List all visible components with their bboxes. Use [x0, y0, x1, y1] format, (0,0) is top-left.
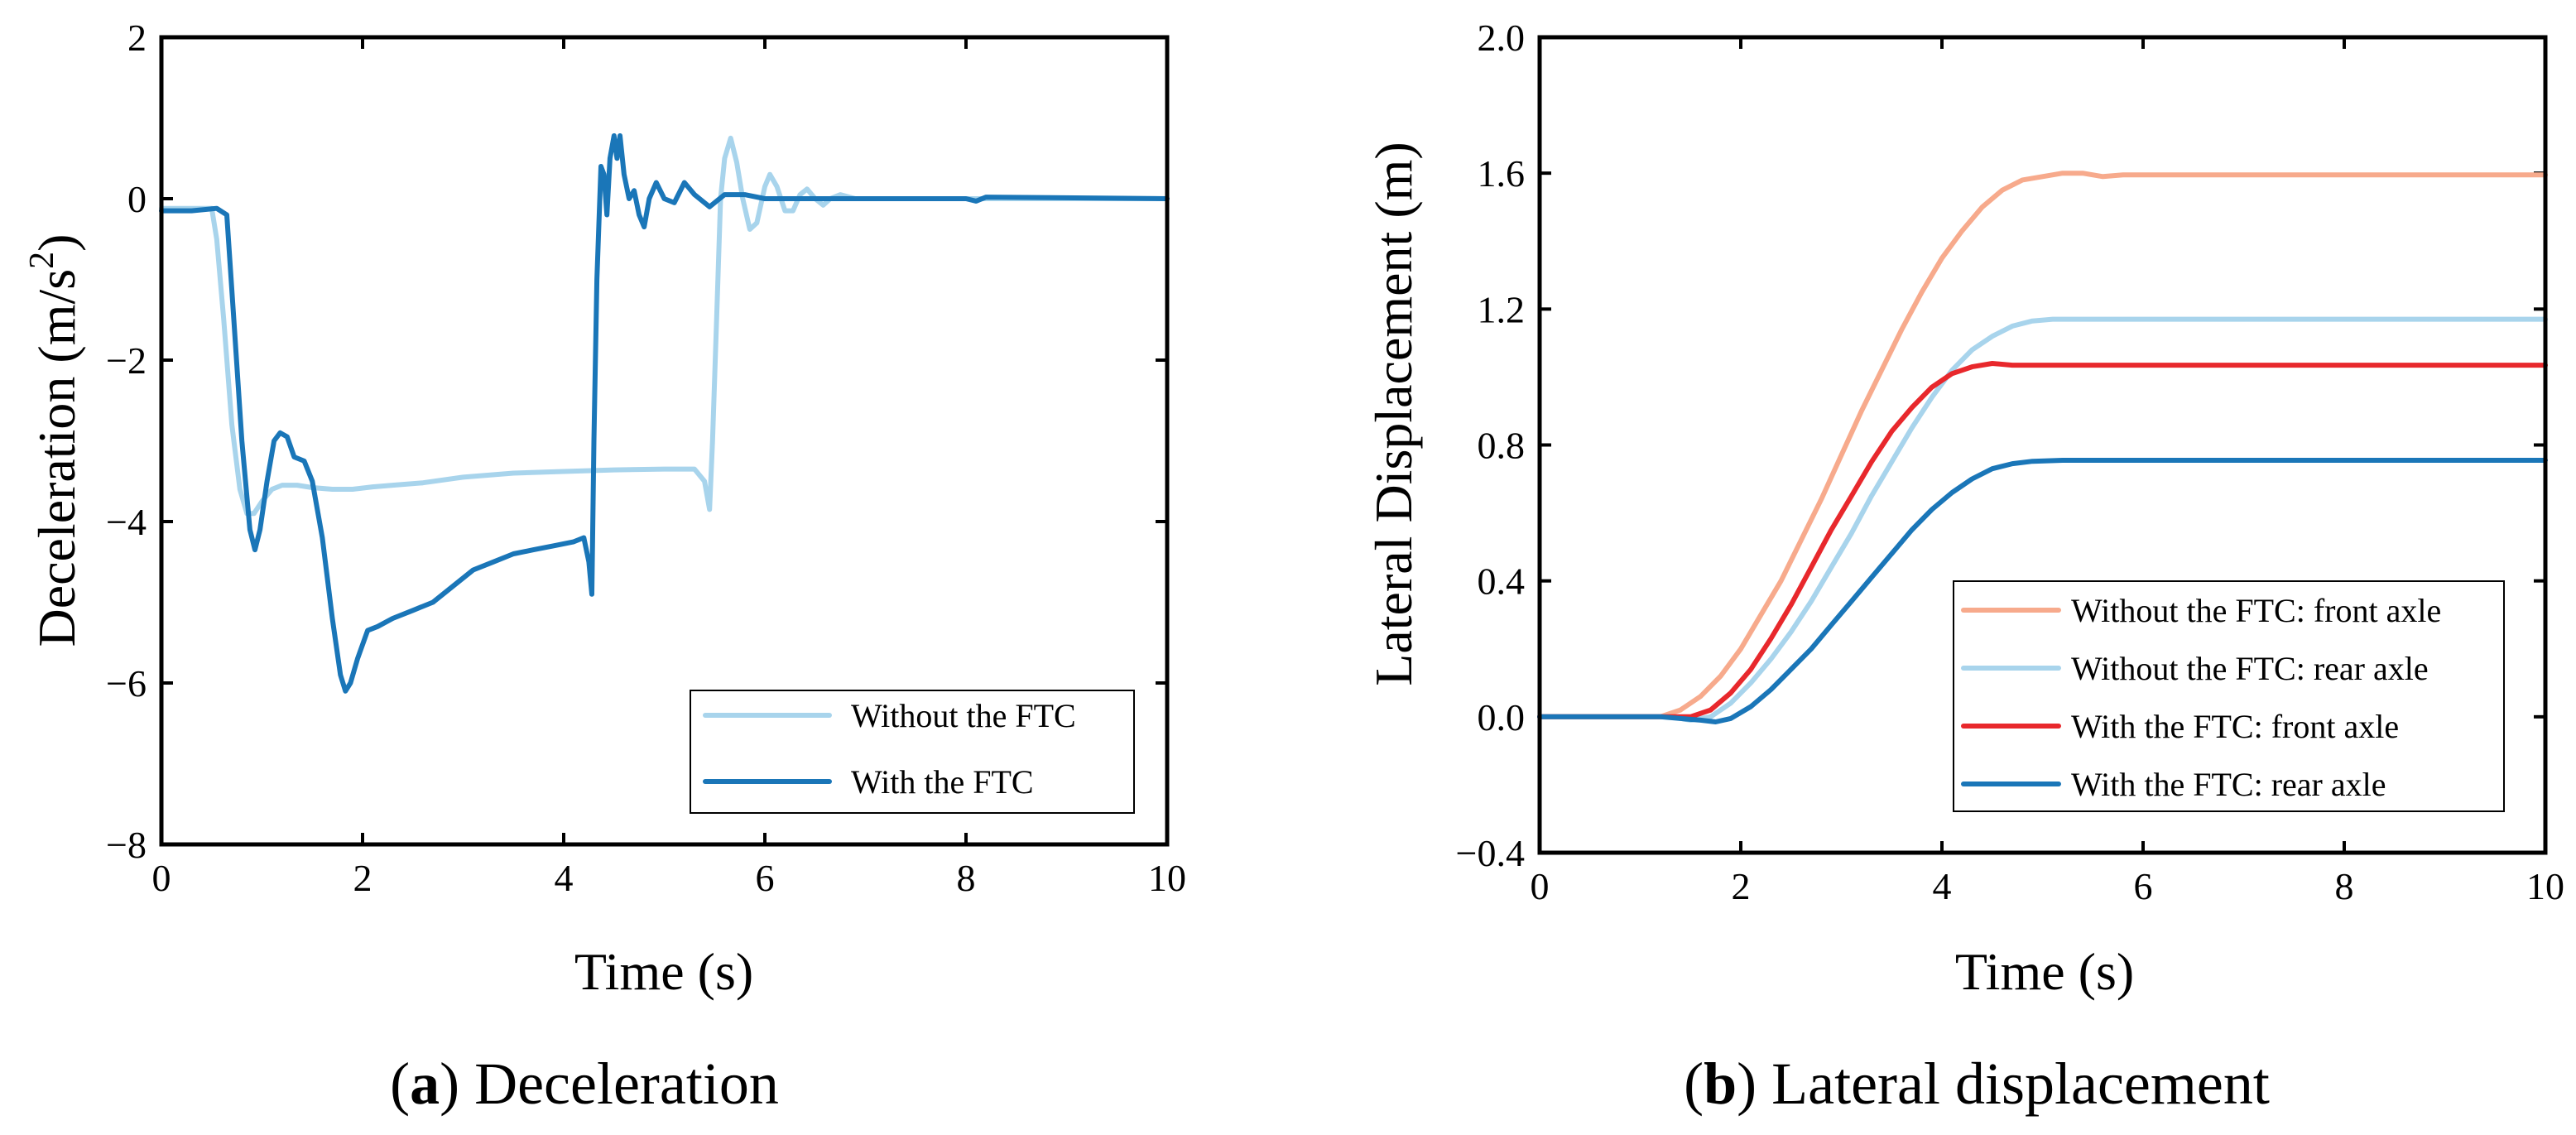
deceleration-y-tick-label: 2: [127, 17, 147, 59]
deceleration-y-tick-label: −6: [106, 662, 147, 705]
deceleration-y-axis-title: Deceleration (m/s2): [23, 234, 86, 647]
deceleration-caption: (a) Deceleration: [390, 1051, 779, 1117]
deceleration-caption-letter: a: [410, 1051, 440, 1117]
lateral-x-tick-label: 8: [2335, 865, 2354, 907]
lateral-series-line-without-the-ftc-rear-axle: [1537, 316, 2548, 723]
deceleration-x-tick-label: 8: [957, 857, 976, 899]
lateral-x-tick-label: 0: [1531, 865, 1550, 907]
deceleration-y-tick-label: −4: [106, 501, 147, 543]
deceleration-x-tick-label: 0: [152, 857, 171, 899]
deceleration-series-line-with-the-ftc: [159, 133, 1170, 694]
lateral-series-line-without-the-ftc-front-axle: [1537, 171, 2548, 719]
legend-label-without-ftc: Without the FTC: [851, 697, 1076, 734]
lateral-caption-open: (: [1684, 1051, 1704, 1117]
lateral-plot-frame: [1537, 35, 2548, 855]
legend-label-with-ftc-rear: With the FTC: rear axle: [2071, 766, 2386, 803]
deceleration-tick-labels: 0 2 4 6 8 10 −8 −6 −4 −2 0 2: [106, 17, 1186, 899]
lateral-x-tick-label: 4: [1933, 865, 1952, 907]
deceleration-x-tick-label: 6: [756, 857, 775, 899]
lateral-y-tick-label: 2.0: [1478, 17, 1526, 59]
lateral-y-tick-label: 1.2: [1478, 288, 1526, 330]
legend-label-without-ftc-rear: Without the FTC: rear axle: [2071, 650, 2429, 687]
deceleration-y-tick-label: −2: [106, 339, 147, 382]
deceleration-y-axis-title-close: ): [27, 234, 86, 252]
deceleration-legend-box: [690, 690, 1135, 814]
lateral-x-axis-title: Time (s): [1955, 942, 2134, 1001]
lateral-y-tick-label: −0.4: [1456, 832, 1525, 874]
lateral-tick-labels: 0 2 4 6 8 10 −0.4 0.0 0.4 0.8 1.2 1.6 2.0: [1456, 17, 2564, 907]
lateral-legend: Without the FTC: front axle Without the …: [1953, 580, 2505, 812]
lateral-legend-box: [1953, 580, 2505, 812]
lateral-y-tick-label: 0.0: [1478, 696, 1526, 738]
deceleration-caption-open: (: [390, 1051, 410, 1117]
deceleration-x-tick-label: 4: [555, 857, 574, 899]
lateral-y-tick-label: 0.8: [1478, 425, 1526, 467]
lateral-series-lines: [1537, 171, 2548, 724]
lateral-y-tick-label: 1.6: [1478, 152, 1526, 195]
lateral-y-tick-label: 0.4: [1478, 560, 1526, 603]
lateral-x-tick-label: 10: [2526, 865, 2564, 907]
lateral-x-tick-label: 6: [2134, 865, 2153, 907]
lateral-caption-text: Lateral displacement: [1771, 1051, 2270, 1117]
lateral-y-axis-title: Lateral Displacement (m): [1364, 142, 1423, 685]
deceleration-caption-close: ): [440, 1051, 474, 1117]
legend-label-without-ftc-front: Without the FTC: front axle: [2071, 592, 2441, 629]
deceleration-y-axis-title-main: Deceleration (m/s: [27, 269, 86, 647]
lateral-series-line-with-the-ftc-front-axle: [1537, 361, 2548, 719]
lateral-series-line-with-the-ftc-rear-axle: [1537, 458, 2548, 724]
deceleration-y-axis-title-sup: 2: [23, 252, 61, 269]
deceleration-y-tick-label: 0: [127, 178, 147, 220]
deceleration-legend: Without the FTC With the FTC: [690, 690, 1135, 814]
lateral-caption-close: ): [1737, 1051, 1771, 1117]
legend-label-with-ftc-front: With the FTC: front axle: [2071, 708, 2399, 745]
deceleration-plot-frame: [159, 35, 1170, 847]
lateral-caption-letter: b: [1704, 1051, 1737, 1117]
deceleration-series-lines: [159, 133, 1170, 694]
lateral-displacement-chart: 0 2 4 6 8 10 −0.4 0.0 0.4 0.8 1.2 1.6 2.0 Without th…: [1364, 17, 2564, 1117]
deceleration-x-axis-title: Time (s): [574, 942, 753, 1001]
deceleration-y-tick-label: −8: [106, 824, 147, 866]
lateral-caption: (b) Lateral displacement: [1684, 1051, 2270, 1117]
legend-label-with-ftc: With the FTC: [851, 763, 1034, 801]
deceleration-caption-text: Deceleration: [474, 1051, 779, 1117]
deceleration-x-tick-label: 2: [353, 857, 372, 899]
lateral-x-tick-label: 2: [1732, 865, 1751, 907]
deceleration-series-line-without-the-ftc: [159, 135, 1170, 517]
deceleration-chart: 0 2 4 6 8 10 −8 −6 −4 −2 0 2 Without the FTC With t…: [23, 17, 1186, 1117]
deceleration-x-tick-label: 10: [1148, 857, 1186, 899]
